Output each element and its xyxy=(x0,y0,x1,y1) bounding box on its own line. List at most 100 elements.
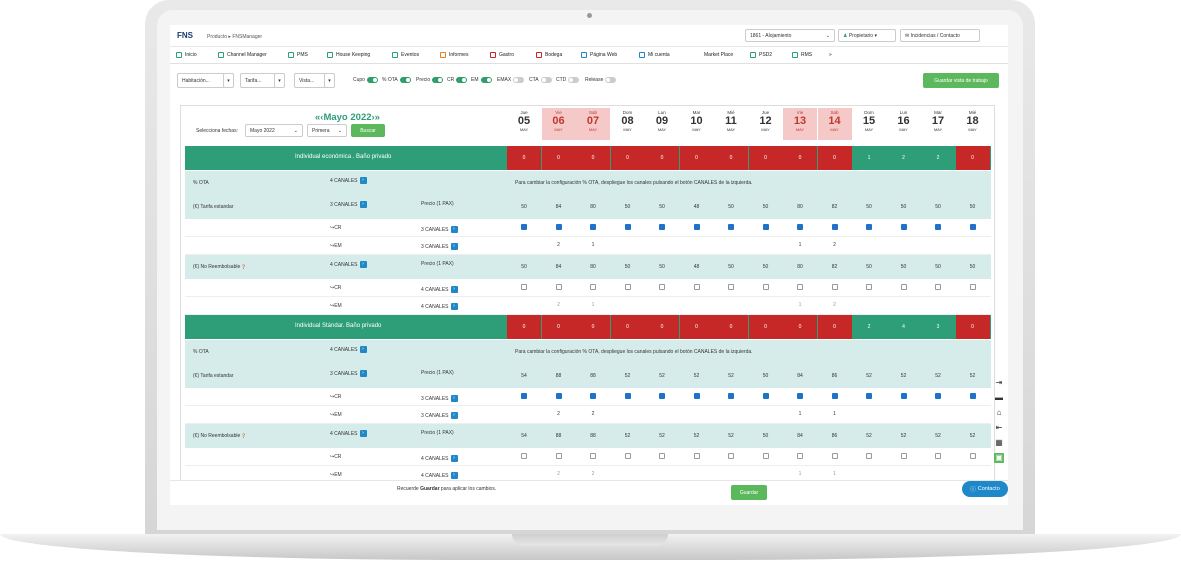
toggle-switch[interactable] xyxy=(366,77,378,83)
price-cell[interactable]: 50 xyxy=(900,264,907,270)
cr-checkbox[interactable] xyxy=(969,284,976,290)
cr-checkbox[interactable] xyxy=(590,284,596,290)
cr-checkbox[interactable] xyxy=(624,224,631,230)
nav-item-psd2[interactable]: PSD2 xyxy=(750,52,772,58)
cr-checkbox[interactable] xyxy=(935,224,941,230)
property-select[interactable]: 1861 - Alojamiento ⌄ xyxy=(745,29,835,42)
cr-checkbox[interactable] xyxy=(659,393,665,399)
cr-checkbox[interactable] xyxy=(935,393,941,399)
price-cell[interactable]: 52 xyxy=(969,433,976,439)
availability-cell[interactable]: 2 xyxy=(886,146,921,170)
cr-checkbox[interactable] xyxy=(659,453,665,459)
price-cell[interactable]: 50 xyxy=(935,264,941,270)
price-cell[interactable]: 82 xyxy=(831,264,838,270)
search-button[interactable]: Buscar xyxy=(351,124,385,137)
cr-checkbox[interactable] xyxy=(866,224,872,230)
cr-checkbox[interactable] xyxy=(728,393,734,399)
logout-icon[interactable]: ⇤ xyxy=(995,423,1003,432)
price-cell[interactable]: 80 xyxy=(590,264,596,270)
rate-channels-button[interactable]: 3 CANALES › xyxy=(330,201,367,208)
rate-channels-button[interactable]: 4 CANALES › xyxy=(330,261,367,268)
cr-checkbox[interactable] xyxy=(866,453,872,459)
availability-cell[interactable]: 2 xyxy=(852,315,886,339)
nav-item-p-gina-web[interactable]: Página Web xyxy=(581,52,617,58)
cr-channels-button[interactable]: 3 CANALES › xyxy=(421,226,458,233)
cr-checkbox[interactable] xyxy=(521,393,527,399)
breadcrumb-item[interactable]: FNSManager xyxy=(232,34,263,40)
toggle--ota[interactable]: % OTA xyxy=(382,77,411,83)
nav-item-inicio[interactable]: Inicio xyxy=(176,52,197,58)
price-cell[interactable]: 80 xyxy=(590,204,596,210)
price-cell[interactable]: 50 xyxy=(762,264,769,270)
price-cell[interactable]: 54 xyxy=(521,433,527,439)
em-cell[interactable]: 1 xyxy=(798,302,802,308)
em-cell[interactable]: 2 xyxy=(557,242,560,248)
cr-checkbox[interactable] xyxy=(762,393,769,399)
price-cell[interactable]: 52 xyxy=(900,433,907,439)
month-select[interactable]: Mayo 2022 ⌄ xyxy=(245,124,303,137)
price-cell[interactable]: 50 xyxy=(521,204,527,210)
em-cell[interactable]: 1 xyxy=(833,471,836,477)
nav-item-bodega[interactable]: Bodega xyxy=(536,52,562,58)
price-cell[interactable]: 84 xyxy=(555,264,562,270)
em-channels-button[interactable]: 3 CANALES › xyxy=(421,243,458,250)
availability-cell[interactable]: 0 xyxy=(679,315,714,339)
em-cell[interactable]: 2 xyxy=(591,411,595,417)
availability-cell[interactable]: 3 xyxy=(921,315,955,339)
availability-cell[interactable]: 0 xyxy=(955,315,990,339)
nav-item-informes[interactable]: Informes xyxy=(440,52,468,58)
toggle-switch[interactable] xyxy=(568,77,580,83)
em-cell[interactable]: 1 xyxy=(798,471,802,477)
toggle-precio[interactable]: Precio xyxy=(416,77,444,83)
price-cell[interactable]: 52 xyxy=(659,373,665,379)
cr-checkbox[interactable] xyxy=(900,453,907,459)
cr-checkbox[interactable] xyxy=(693,453,700,459)
cr-checkbox[interactable] xyxy=(762,284,769,290)
cr-channels-button[interactable]: 4 CANALES › xyxy=(421,455,458,462)
price-cell[interactable]: 82 xyxy=(831,204,838,210)
em-cell[interactable]: 1 xyxy=(798,242,802,248)
availability-cell[interactable]: 0 xyxy=(748,315,783,339)
cr-checkbox[interactable] xyxy=(521,224,527,230)
rate-channels-button[interactable]: 3 CANALES › xyxy=(330,370,367,377)
cr-checkbox[interactable] xyxy=(728,453,734,459)
price-cell[interactable]: 52 xyxy=(659,433,665,439)
cr-checkbox[interactable] xyxy=(866,393,872,399)
cr-checkbox[interactable] xyxy=(797,453,803,459)
cr-checkbox[interactable] xyxy=(624,453,631,459)
price-cell[interactable]: 50 xyxy=(900,204,907,210)
availability-cell[interactable]: 0 xyxy=(679,146,714,170)
price-cell[interactable]: 54 xyxy=(521,373,527,379)
cr-checkbox[interactable] xyxy=(900,224,907,230)
nav-item-market-place[interactable]: Market Place xyxy=(704,52,733,58)
price-cell[interactable]: 80 xyxy=(797,264,803,270)
price-cell[interactable]: 52 xyxy=(969,373,976,379)
toggle-switch[interactable] xyxy=(540,77,552,83)
cr-checkbox[interactable] xyxy=(624,393,631,399)
toggle-switch[interactable] xyxy=(432,77,444,83)
price-cell[interactable]: 52 xyxy=(624,373,631,379)
cr-checkbox[interactable] xyxy=(935,453,941,459)
cr-checkbox[interactable] xyxy=(555,224,562,230)
price-cell[interactable]: 52 xyxy=(693,373,700,379)
prev-month-icon[interactable]: «‹ xyxy=(315,112,324,123)
price-cell[interactable]: 84 xyxy=(797,433,803,439)
nav-item-rms[interactable]: RMS xyxy=(792,52,812,58)
em-cell[interactable]: 2 xyxy=(557,302,560,308)
login-icon[interactable]: ⇥ xyxy=(995,378,1003,387)
cr-checkbox[interactable] xyxy=(797,224,803,230)
app-logo[interactable]: FNS xyxy=(177,31,193,40)
availability-cell[interactable]: 0 xyxy=(507,315,541,339)
availability-cell[interactable]: 0 xyxy=(783,146,817,170)
em-cell[interactable]: 1 xyxy=(798,411,802,417)
cr-channels-button[interactable]: 3 CANALES › xyxy=(421,395,458,402)
price-cell[interactable]: 50 xyxy=(624,264,631,270)
price-cell[interactable]: 50 xyxy=(866,264,872,270)
toggle-cta[interactable]: CTA xyxy=(529,77,552,83)
toggle-switch[interactable] xyxy=(605,77,617,83)
cr-checkbox[interactable] xyxy=(693,284,700,290)
price-cell[interactable]: 50 xyxy=(969,264,976,270)
toggle-release[interactable]: Release xyxy=(585,77,617,83)
em-channels-button[interactable]: 4 CANALES › xyxy=(421,303,458,310)
cr-checkbox[interactable] xyxy=(693,393,700,399)
